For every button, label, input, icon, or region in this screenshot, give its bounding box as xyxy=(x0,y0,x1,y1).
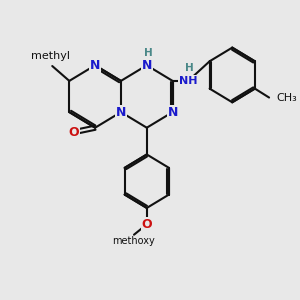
Text: CH₃: CH₃ xyxy=(276,92,297,103)
Text: N: N xyxy=(142,59,152,72)
Text: O: O xyxy=(68,126,79,139)
Text: N: N xyxy=(90,59,100,72)
Text: NH: NH xyxy=(179,76,197,86)
Text: N: N xyxy=(167,106,178,118)
Text: methyl: methyl xyxy=(31,51,70,61)
Text: methoxy: methoxy xyxy=(112,236,155,246)
Text: H: H xyxy=(144,48,153,58)
Text: H: H xyxy=(185,63,194,74)
Text: O: O xyxy=(142,218,152,231)
Text: N: N xyxy=(116,106,126,118)
